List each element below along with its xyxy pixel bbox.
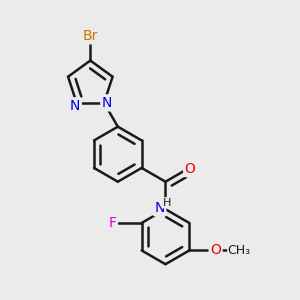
Text: N: N [70, 99, 80, 113]
Text: CH₃: CH₃ [228, 244, 251, 257]
Text: H: H [163, 198, 171, 208]
Text: N: N [154, 201, 165, 215]
Text: O: O [210, 243, 221, 257]
Text: N: N [102, 96, 112, 110]
Text: F: F [108, 216, 116, 230]
Text: Br: Br [82, 29, 98, 43]
Text: O: O [185, 161, 196, 176]
